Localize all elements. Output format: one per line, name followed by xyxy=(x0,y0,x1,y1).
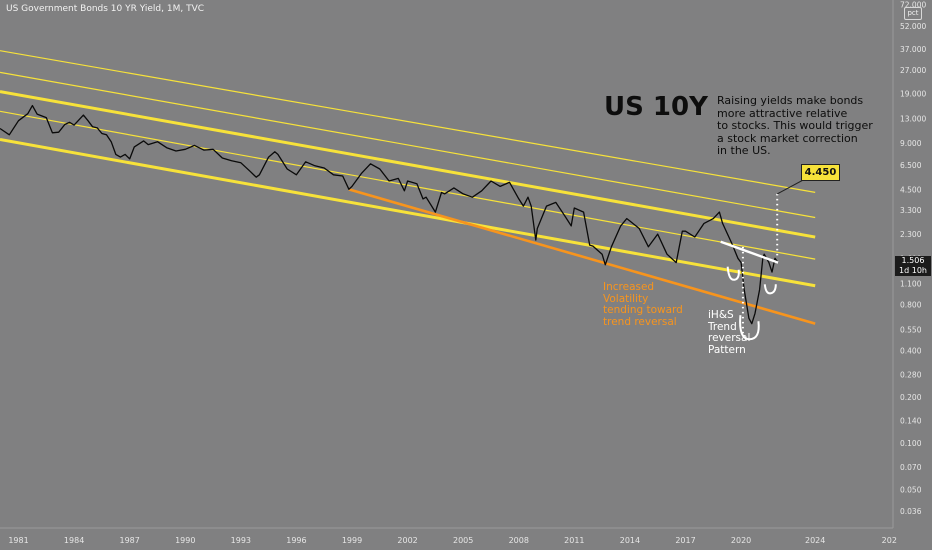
x-tick-label-12: 2017 xyxy=(675,536,695,545)
price-series xyxy=(0,104,779,325)
axes xyxy=(0,0,894,529)
y-tick-label-15: 6.500 xyxy=(900,161,922,170)
x-tick-label-11: 2014 xyxy=(620,536,640,545)
x-tick-label-15: 202 xyxy=(882,536,897,545)
x-tick-label-8: 2005 xyxy=(453,536,473,545)
last-price-value: 1.506 xyxy=(901,256,925,265)
scale-toggle-button[interactable]: pct xyxy=(904,7,922,20)
y-tick-label-1: 0.050 xyxy=(900,485,922,494)
y-tick-label-7: 0.400 xyxy=(900,347,922,356)
chart-header-title: US Government Bonds 10 YR Yield, 1M, TVC xyxy=(6,4,205,14)
y-tick-label-4: 0.140 xyxy=(900,417,922,426)
annotation-note: Raising yields make bonds more attractiv… xyxy=(717,94,873,157)
y-tick-label-19: 27.000 xyxy=(900,66,926,75)
y-tick-label-12: 2.300 xyxy=(900,230,922,239)
x-tick-label-6: 1999 xyxy=(342,536,362,545)
y-tick-label-16: 9.000 xyxy=(900,139,922,148)
y-tick-label-10: 1.100 xyxy=(900,279,922,288)
y-tick-label-5: 0.200 xyxy=(900,393,922,402)
y-tick-label-8: 0.550 xyxy=(900,325,922,334)
y-tick-label-0: 0.036 xyxy=(900,507,922,516)
x-tick-label-13: 2020 xyxy=(731,536,751,545)
target-price-label: 4.450 xyxy=(801,164,840,181)
yield-line xyxy=(0,104,779,325)
last-price-badge: 1.506 1d 10h xyxy=(895,256,931,276)
y-axis-ticks: 0.036 0.050 0.070 0.100 0.140 0.200 0.280 0.400… xyxy=(900,0,926,516)
x-axis-ticks: 1981 1984 1987 1990 1993 1996 1999 2002 2005 2008… xyxy=(8,536,897,545)
channel-line-2 xyxy=(0,90,816,239)
x-tick-label-0: 1981 xyxy=(8,536,28,545)
channel-line-4 xyxy=(0,50,816,193)
x-tick-label-14: 2024 xyxy=(805,536,825,545)
x-tick-label-7: 2002 xyxy=(397,536,417,545)
neckline xyxy=(720,240,779,264)
channel-line-1 xyxy=(0,110,816,260)
x-tick-label-5: 1996 xyxy=(286,536,306,545)
orange-trend-line xyxy=(348,188,816,325)
y-tick-label-17: 13.000 xyxy=(900,115,926,124)
head xyxy=(739,315,760,341)
annotation-title: US 10Y xyxy=(604,92,708,122)
pattern-drawings xyxy=(720,178,806,341)
x-tick-label-9: 2008 xyxy=(509,536,529,545)
channel-lines xyxy=(0,50,816,288)
bar-countdown: 1d 10h xyxy=(899,266,927,275)
x-tick-label-1: 1984 xyxy=(64,536,84,545)
y-tick-label-6: 0.280 xyxy=(900,370,922,379)
right-shoulder xyxy=(763,284,777,295)
y-tick-label-13: 3.300 xyxy=(900,206,922,215)
y-tick-label-21: 52.000 xyxy=(900,22,926,31)
y-tick-label-2: 0.070 xyxy=(900,463,922,472)
x-tick-label-3: 1990 xyxy=(175,536,195,545)
y-tick-label-18: 19.000 xyxy=(900,89,926,98)
y-tick-label-14: 4.500 xyxy=(900,185,922,194)
x-tick-label-4: 1993 xyxy=(231,536,251,545)
pattern-note: iH&S Trend reversal Pattern xyxy=(708,309,751,356)
y-tick-label-22: 72.000 xyxy=(900,0,926,9)
y-tick-label-9: 0.800 xyxy=(900,300,922,309)
x-tick-label-10: 2011 xyxy=(564,536,584,545)
left-shoulder xyxy=(726,266,740,281)
y-tick-label-20: 37.000 xyxy=(900,45,926,54)
y-tick-label-3: 0.100 xyxy=(900,439,922,448)
x-tick-label-2: 1987 xyxy=(120,536,140,545)
volatility-note: Increased Volatility tending toward tren… xyxy=(603,281,683,328)
channel-line-0 xyxy=(0,138,816,288)
target-leader xyxy=(776,178,806,195)
trend-lines xyxy=(348,188,816,325)
channel-line-3 xyxy=(0,71,816,219)
